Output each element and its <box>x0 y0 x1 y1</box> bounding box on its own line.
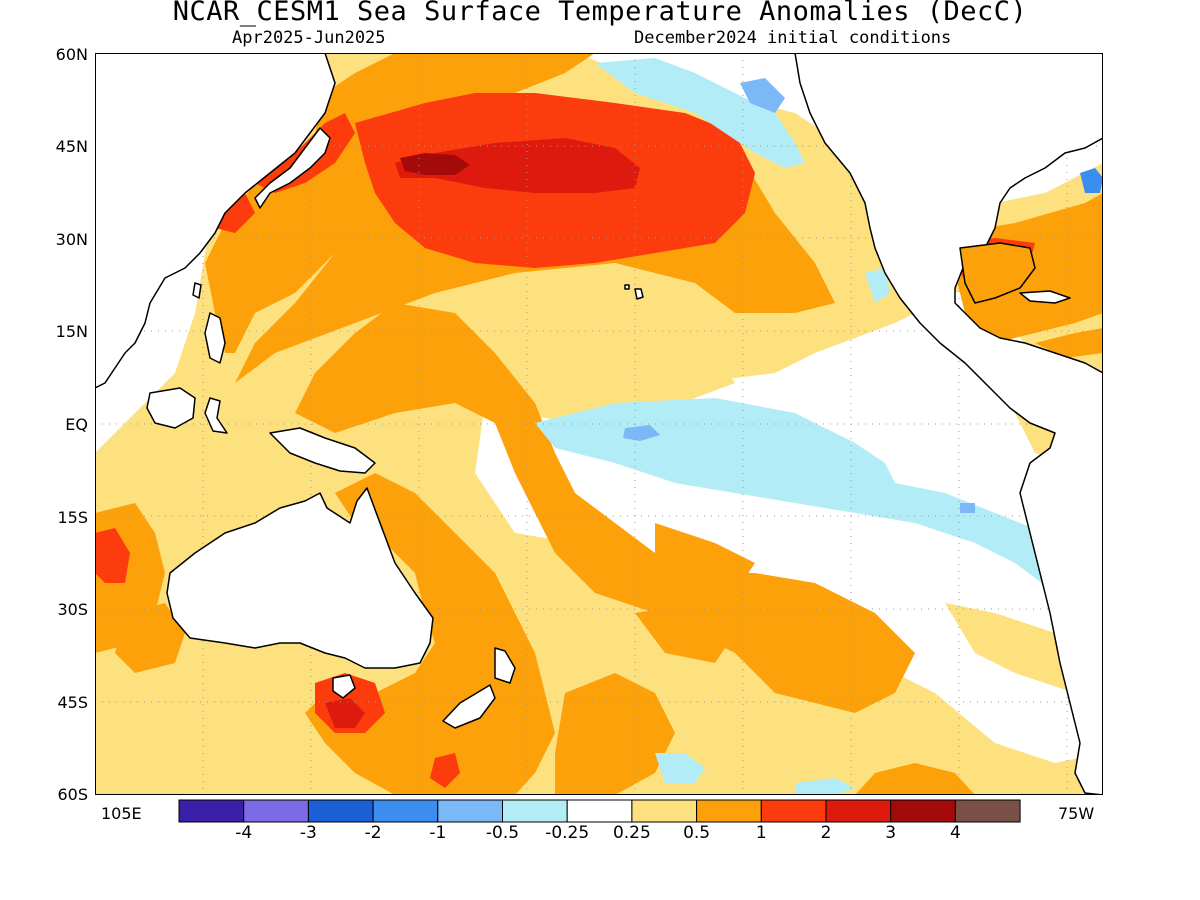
lon-label-105e: 105E <box>101 804 142 823</box>
lat-label-15n: 15N <box>55 322 88 341</box>
lat-label-15s: 15S <box>57 508 88 527</box>
legend-swatch-5 <box>502 799 568 823</box>
legend-swatch-0 <box>178 799 245 823</box>
tasmania-outline <box>332 674 356 699</box>
asia-outline <box>95 53 336 389</box>
legend-swatch-8 <box>696 799 762 823</box>
gulf-of-mexico <box>959 242 1036 304</box>
north-america-outline <box>794 53 1103 795</box>
hawaii-outline <box>634 288 644 300</box>
cuba-outline <box>1019 290 1071 304</box>
taiwan-outline <box>192 282 202 299</box>
legend-swatch-7 <box>631 799 698 823</box>
legend-swatch-6 <box>566 799 633 823</box>
lat-label-60s: 60S <box>57 785 88 804</box>
legend-swatch-11 <box>890 799 956 823</box>
sulawesi-outline <box>204 397 228 434</box>
legend-swatch-10 <box>825 799 892 823</box>
lat-label-45n: 45N <box>55 137 88 156</box>
legend-swatch-2 <box>307 799 374 823</box>
color-legend <box>178 799 1021 823</box>
philippines-outline <box>204 312 226 364</box>
lon-label-75w: 75W <box>1058 804 1095 823</box>
legend-tick-label: -3 <box>299 823 317 843</box>
sst-anomaly-map <box>95 53 1103 795</box>
lat-label-30s: 30S <box>57 600 88 619</box>
landmass-outlines <box>95 53 1103 795</box>
legend-tick-label: 0.25 <box>612 823 651 843</box>
legend-swatch-4 <box>437 799 503 823</box>
legend-tick-label: 2 <box>820 823 832 843</box>
borneo-outline <box>146 387 196 429</box>
legend-tick-label: 4 <box>949 823 961 843</box>
legend-tick-label: 0.5 <box>683 823 711 843</box>
anomaly-region-neg025-neg05 <box>535 58 1095 795</box>
lat-label-60n: 60N <box>55 45 88 64</box>
lat-label-30n: 30N <box>55 230 88 249</box>
legend-swatch-9 <box>760 799 827 823</box>
hawaii-outline <box>624 284 630 290</box>
legend-tick-label: -1 <box>429 823 447 843</box>
lat-label-eq: EQ <box>65 415 88 434</box>
legend-tick-label: -4 <box>235 823 253 843</box>
japan-outline <box>254 127 331 209</box>
legend-tick-label: 3 <box>885 823 897 843</box>
initial-conditions: December2024 initial conditions <box>634 28 952 48</box>
lat-label-45s: 45S <box>57 693 88 712</box>
new-guinea-outline <box>269 427 376 474</box>
anomaly-region-neg05-neg1 <box>623 78 975 513</box>
forecast-period: Apr2025-Jun2025 <box>232 28 386 48</box>
anomaly-region-neg1-neg2 <box>1080 168 1103 193</box>
map-frame <box>95 53 1103 795</box>
legend-tick-label: -0.5 <box>485 823 520 843</box>
map-title: NCAR_CESM1 Sea Surface Temperature Anoma… <box>172 0 1028 27</box>
new-zealand-south-outline <box>442 684 496 729</box>
legend-swatch-1 <box>243 799 309 823</box>
australia-outline <box>166 487 434 669</box>
legend-swatch-12 <box>954 799 1021 823</box>
legend-tick-label: 1 <box>755 823 767 843</box>
legend-tick-label: -0.25 <box>545 823 590 843</box>
legend-tick-label: -2 <box>364 823 382 843</box>
anomaly-region-2-3 <box>325 138 640 728</box>
anomaly-region-3-4 <box>400 153 470 175</box>
legend-swatch-3 <box>372 799 439 823</box>
new-zealand-north-outline <box>494 647 516 684</box>
